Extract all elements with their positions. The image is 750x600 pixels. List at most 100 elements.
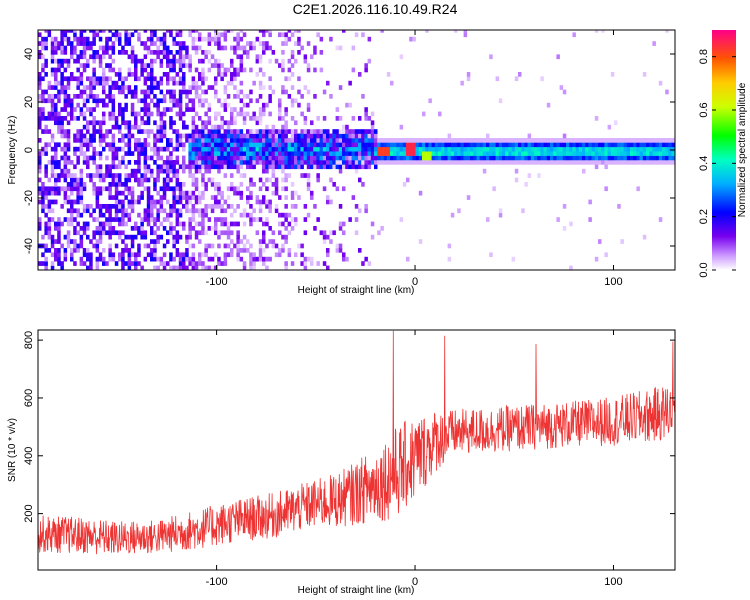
heatmap-cell: [361, 182, 365, 187]
heatmap-cell: [409, 160, 413, 165]
heatmap-cell: [70, 208, 74, 214]
heatmap-cell: [658, 160, 663, 165]
heatmap-cell: [44, 146, 48, 152]
heatmap-cell: [601, 155, 605, 161]
heatmap-cell: [150, 58, 154, 64]
heatmap-cell: [57, 58, 61, 64]
heatmap-cell: [287, 36, 292, 42]
heatmap-cell: [537, 173, 541, 178]
heatmap-cell: [108, 85, 112, 90]
heatmap-cell: [284, 151, 288, 156]
heatmap-cell: [79, 173, 84, 178]
heatmap-cell: [370, 124, 375, 130]
heatmap-cell: [198, 36, 202, 42]
heatmap-cell: [137, 164, 141, 170]
heatmap-cell: [204, 208, 208, 214]
heatmap-cell: [431, 155, 436, 161]
heatmap-cell: [409, 138, 413, 143]
heatmap-cell: [60, 50, 64, 55]
heatmap-cell: [402, 151, 407, 156]
heatmap-cell: [60, 72, 64, 77]
heatmap-cell: [172, 94, 176, 99]
heatmap-cell: [393, 160, 397, 165]
heatmap-cell: [447, 138, 452, 143]
heatmap-cell: [524, 160, 528, 165]
heatmap-cell: [121, 146, 125, 152]
heatmap-cell: [98, 138, 103, 143]
heatmap-cell: [162, 160, 167, 165]
x-tick-label: -100: [206, 576, 228, 588]
heatmap-cell: [89, 212, 93, 218]
heatmap-cell: [102, 120, 106, 126]
heatmap-cell: [210, 160, 215, 165]
heatmap-cell: [249, 160, 253, 165]
heatmap-cell: [70, 30, 74, 33]
heatmap-cell: [521, 146, 525, 152]
heatmap-cell: [217, 98, 221, 104]
heatmap-cell: [594, 151, 599, 156]
heatmap-cell: [290, 133, 295, 139]
x-tick-label: -100: [206, 276, 228, 288]
heatmap-cell: [191, 129, 196, 134]
heatmap-cell: [553, 146, 557, 152]
heatmap-cell: [207, 138, 212, 143]
heatmap-cell: [498, 155, 503, 161]
heatmap-cell: [76, 58, 80, 64]
heatmap-cell: [166, 217, 170, 222]
heatmap-cell: [204, 89, 208, 95]
heatmap-cell: [332, 129, 336, 134]
heatmap-cell: [585, 142, 589, 148]
heatmap-cell: [95, 164, 100, 170]
heatmap-cell: [92, 133, 96, 139]
heatmap-cell: [169, 252, 173, 258]
heatmap-cell: [582, 146, 586, 152]
heatmap-cell: [198, 230, 202, 236]
heatmap-cell: [169, 186, 173, 192]
heatmap-cell: [50, 243, 55, 249]
heatmap-cell: [242, 234, 247, 240]
heatmap-cell: [188, 160, 192, 165]
heatmap-cell: [329, 239, 333, 244]
heatmap-cell: [92, 58, 96, 64]
heatmap-cell: [210, 142, 215, 148]
heatmap-cell: [492, 138, 496, 143]
heatmap-cell: [38, 94, 42, 99]
heatmap-cell: [63, 256, 68, 262]
heatmap-cell: [290, 72, 295, 77]
heatmap-cell: [338, 204, 343, 209]
heatmap-cell: [262, 85, 266, 90]
heatmap-cell: [524, 146, 528, 152]
heatmap-cell: [300, 243, 304, 249]
heatmap-cell: [310, 142, 314, 148]
heatmap-cell: [146, 168, 151, 174]
heatmap-cell: [338, 164, 343, 170]
heatmap-cell: [636, 155, 640, 161]
heatmap-cell: [345, 164, 349, 170]
heatmap-cell: [124, 102, 128, 108]
heatmap-cell: [146, 94, 151, 99]
heatmap-cell: [326, 80, 330, 86]
heatmap-cell: [63, 30, 68, 33]
heatmap-cell: [556, 54, 560, 60]
heatmap-cell: [102, 138, 106, 143]
heatmap-cell: [470, 142, 474, 148]
heatmap-cell: [217, 111, 221, 117]
heatmap-cell: [201, 76, 205, 82]
heatmap-cell: [76, 243, 80, 249]
heatmap-cell: [185, 164, 189, 170]
heatmap-cell: [463, 138, 468, 143]
heatmap-cell: [274, 204, 279, 209]
heatmap-cell: [351, 45, 356, 51]
heatmap-cell: [178, 63, 183, 68]
heatmap-cell: [633, 160, 637, 165]
heatmap-cell: [108, 243, 112, 249]
heatmap-cell: [201, 146, 205, 152]
heatmap-cell: [438, 160, 442, 165]
heatmap-cell: [358, 208, 362, 214]
heatmap-cell: [313, 204, 317, 209]
heatmap-cell: [111, 111, 116, 117]
heatmap-cell: [194, 155, 199, 161]
heatmap-cell: [44, 204, 48, 209]
heatmap-cell: [246, 129, 250, 134]
